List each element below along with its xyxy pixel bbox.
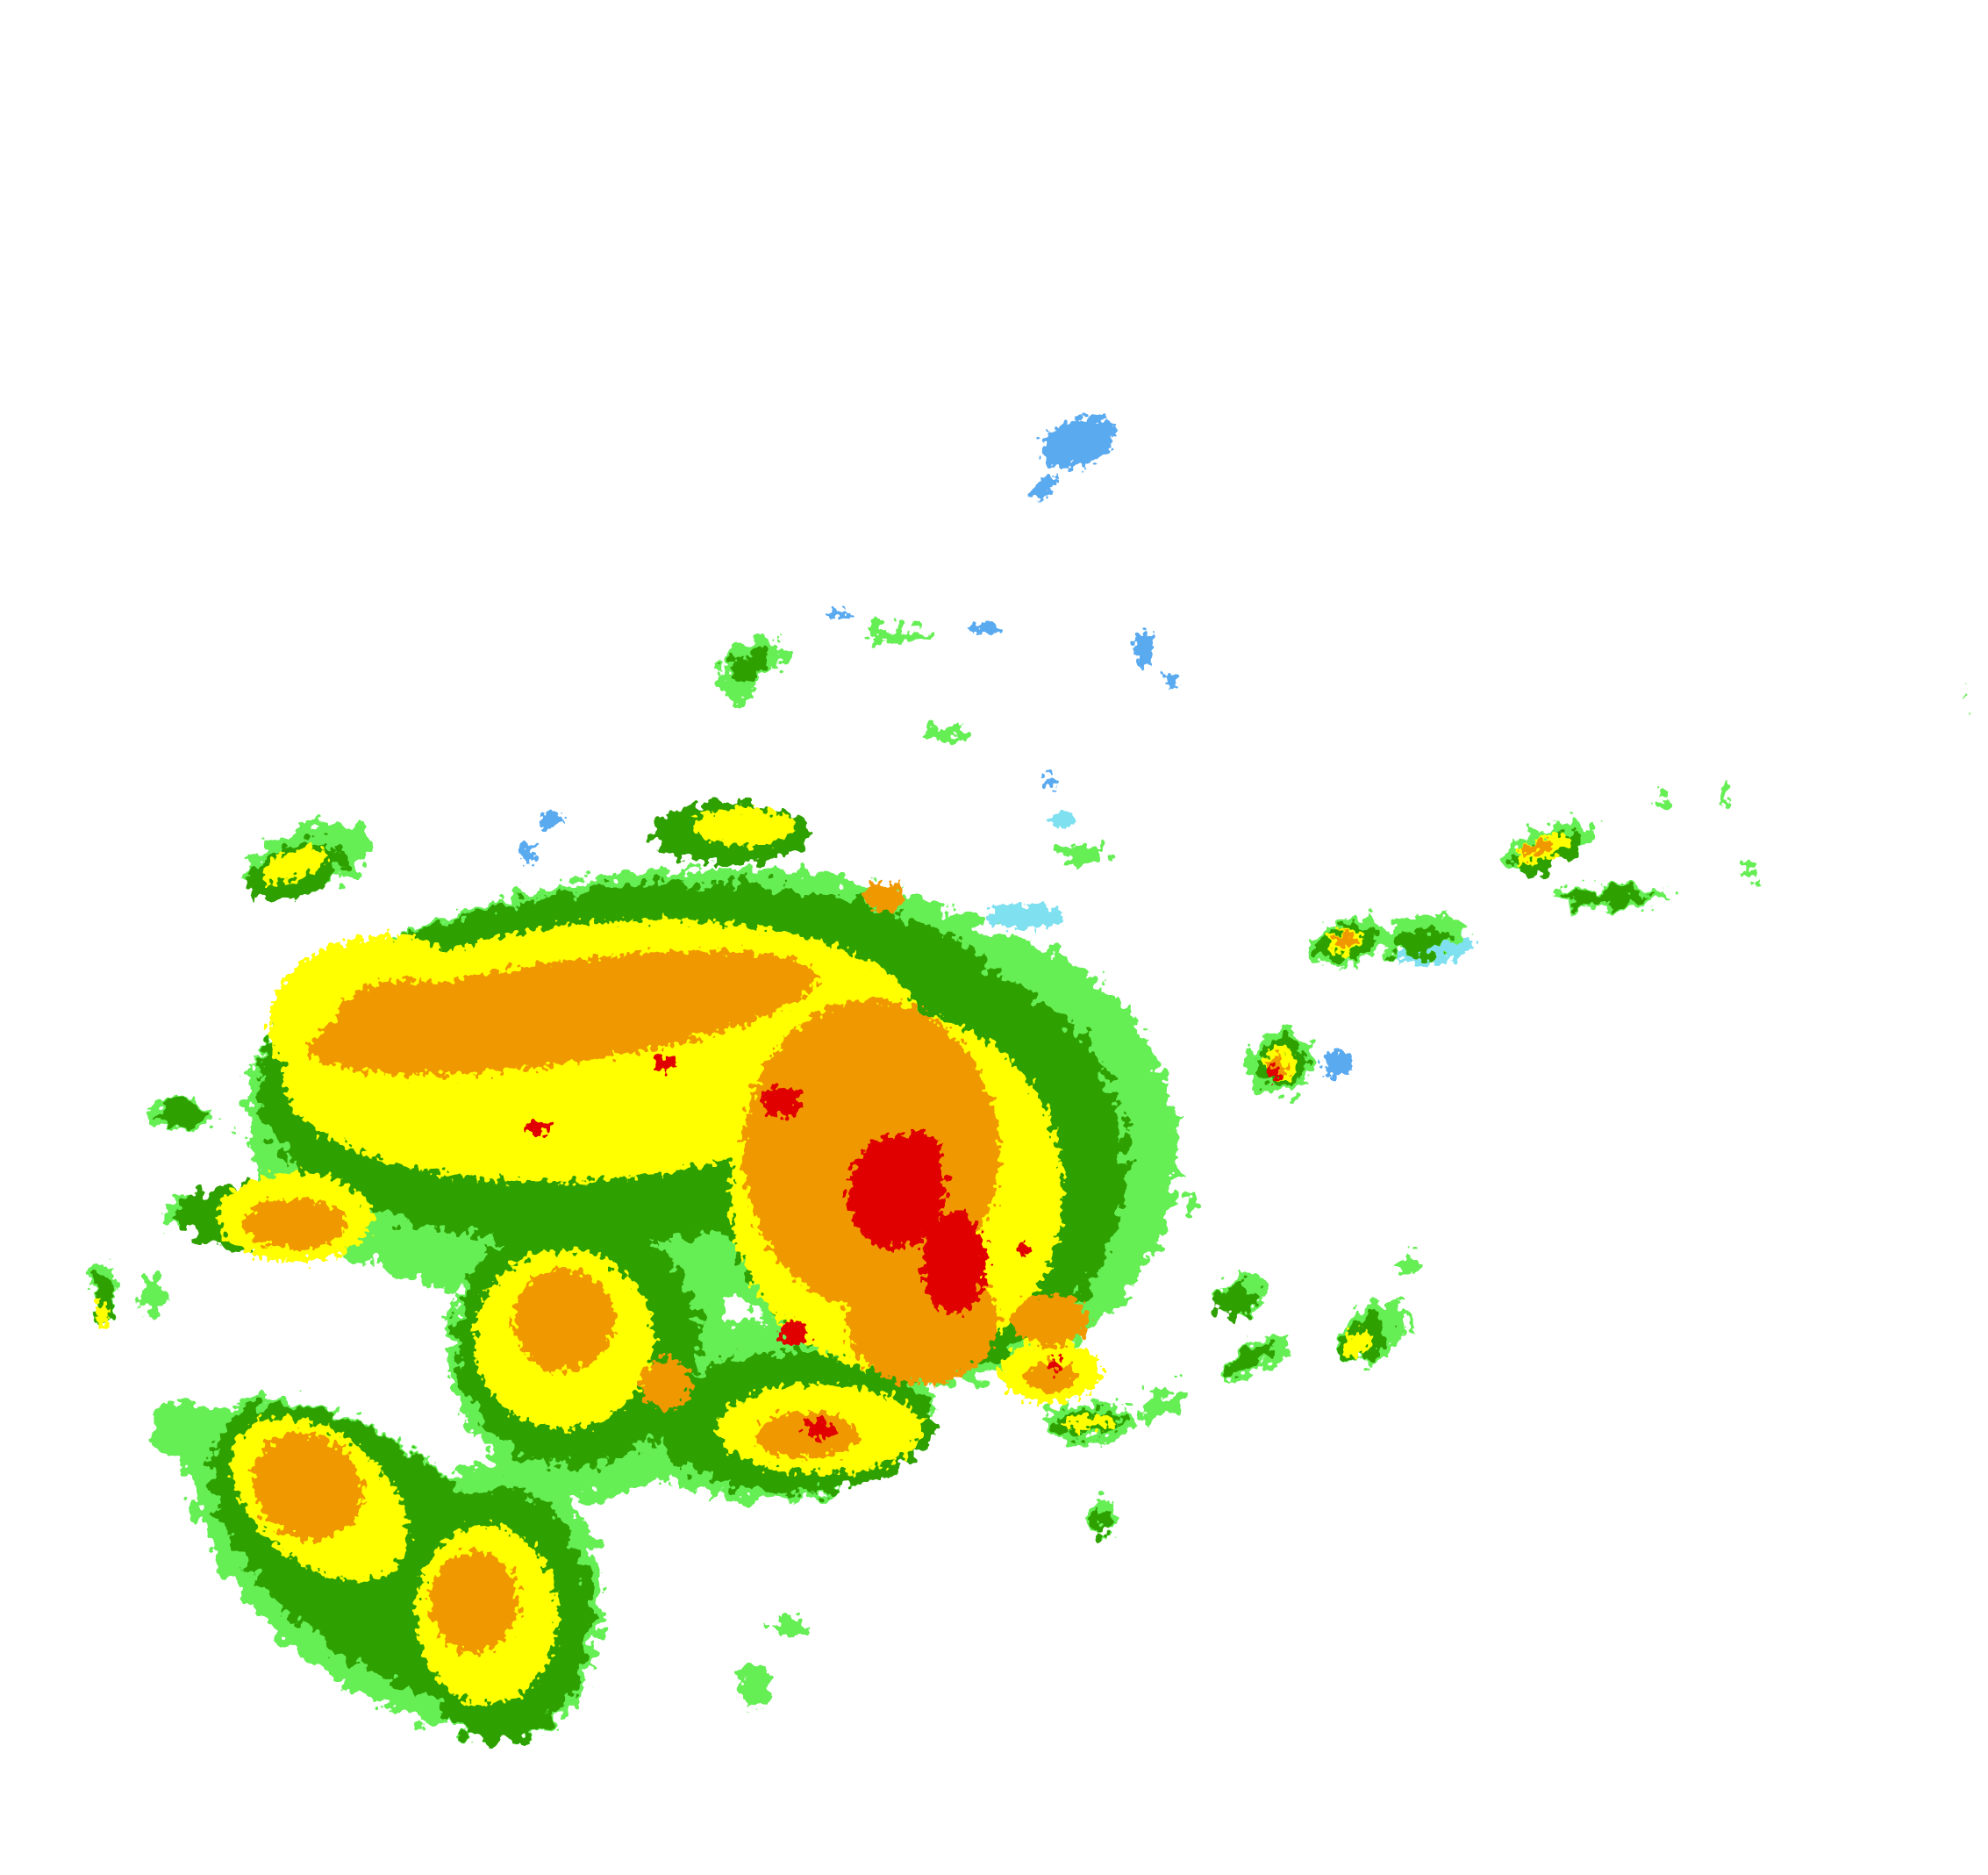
echo-cell bbox=[1165, 672, 1179, 686]
echo-cell bbox=[1012, 1294, 1090, 1346]
echo-cell bbox=[1393, 1254, 1425, 1270]
echo-cell bbox=[655, 1056, 676, 1072]
echo-cell bbox=[755, 1412, 859, 1459]
echo-cell bbox=[1963, 688, 1970, 705]
echo-cell bbox=[1268, 1067, 1282, 1081]
echo-cell bbox=[1522, 840, 1552, 857]
echo-cell bbox=[1658, 794, 1672, 808]
echo-cell bbox=[986, 903, 1063, 930]
echo-cell bbox=[263, 847, 325, 884]
echo-cell bbox=[762, 1086, 801, 1118]
echo-cell bbox=[1050, 812, 1076, 828]
echo-cell bbox=[140, 1275, 167, 1314]
echo-cell bbox=[1133, 629, 1155, 666]
echo-cell bbox=[243, 1198, 347, 1250]
echo-cell bbox=[1018, 1242, 1032, 1256]
echo-cell bbox=[804, 1418, 835, 1440]
echo-cell bbox=[1739, 867, 1758, 881]
echo-cell bbox=[1091, 1506, 1112, 1538]
echo-cell bbox=[1031, 476, 1057, 499]
echo-cell bbox=[1065, 1414, 1112, 1430]
echo-cell bbox=[519, 841, 536, 863]
echo-cell bbox=[1059, 844, 1106, 866]
echo-cell bbox=[156, 1102, 203, 1128]
echo-cell bbox=[1390, 927, 1454, 956]
echo-cell bbox=[525, 1120, 551, 1136]
echo-cell bbox=[96, 1298, 110, 1329]
echo-cell bbox=[778, 1320, 810, 1346]
echo-cell bbox=[925, 725, 971, 741]
echo-cell bbox=[1341, 1330, 1375, 1356]
echo-cell bbox=[769, 1619, 807, 1635]
echo-cell bbox=[691, 807, 795, 847]
echo-cell bbox=[640, 1358, 692, 1410]
echo-cell bbox=[726, 652, 772, 682]
echo-cell bbox=[1334, 931, 1355, 948]
echo-cell bbox=[512, 1268, 615, 1371]
echo-cell bbox=[1025, 1362, 1076, 1393]
echo-cell bbox=[1142, 1385, 1189, 1421]
echo-cell bbox=[970, 621, 1002, 635]
echo-cell bbox=[736, 1665, 776, 1705]
echo-cell bbox=[1041, 417, 1116, 469]
echo-cell bbox=[864, 881, 904, 913]
echo-cell bbox=[252, 1432, 363, 1541]
echo-cell bbox=[1042, 775, 1059, 789]
echo-cell bbox=[903, 1130, 942, 1177]
echo-cell bbox=[333, 980, 487, 1070]
reflectivity-layer-red bbox=[525, 1056, 1282, 1440]
echo-cell bbox=[828, 610, 850, 621]
echo-cell bbox=[1219, 1285, 1254, 1317]
echo-cell bbox=[864, 626, 929, 642]
echo-cell bbox=[1184, 1187, 1199, 1209]
echo-cell bbox=[922, 1211, 987, 1314]
echo-cell bbox=[1224, 1344, 1274, 1378]
echo-cell bbox=[1050, 1356, 1063, 1373]
echo-cell bbox=[1323, 1050, 1355, 1077]
echo-cell bbox=[1563, 888, 1653, 906]
echo-cell bbox=[539, 811, 563, 830]
echo-cell bbox=[429, 1550, 519, 1653]
echo-cell bbox=[1717, 788, 1728, 806]
